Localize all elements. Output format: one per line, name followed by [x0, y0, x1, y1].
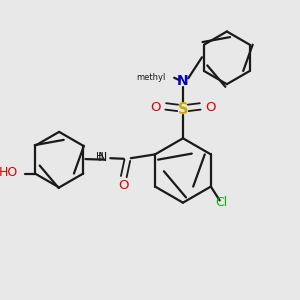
Text: O: O: [118, 178, 129, 192]
Text: N: N: [98, 151, 107, 164]
Text: O: O: [205, 101, 215, 114]
Text: Cl: Cl: [215, 196, 227, 209]
Text: HO: HO: [0, 166, 18, 179]
Text: N: N: [177, 74, 189, 88]
Text: H: H: [96, 152, 104, 162]
Text: methyl: methyl: [136, 73, 165, 82]
Text: S: S: [178, 101, 188, 116]
Text: O: O: [151, 101, 161, 114]
